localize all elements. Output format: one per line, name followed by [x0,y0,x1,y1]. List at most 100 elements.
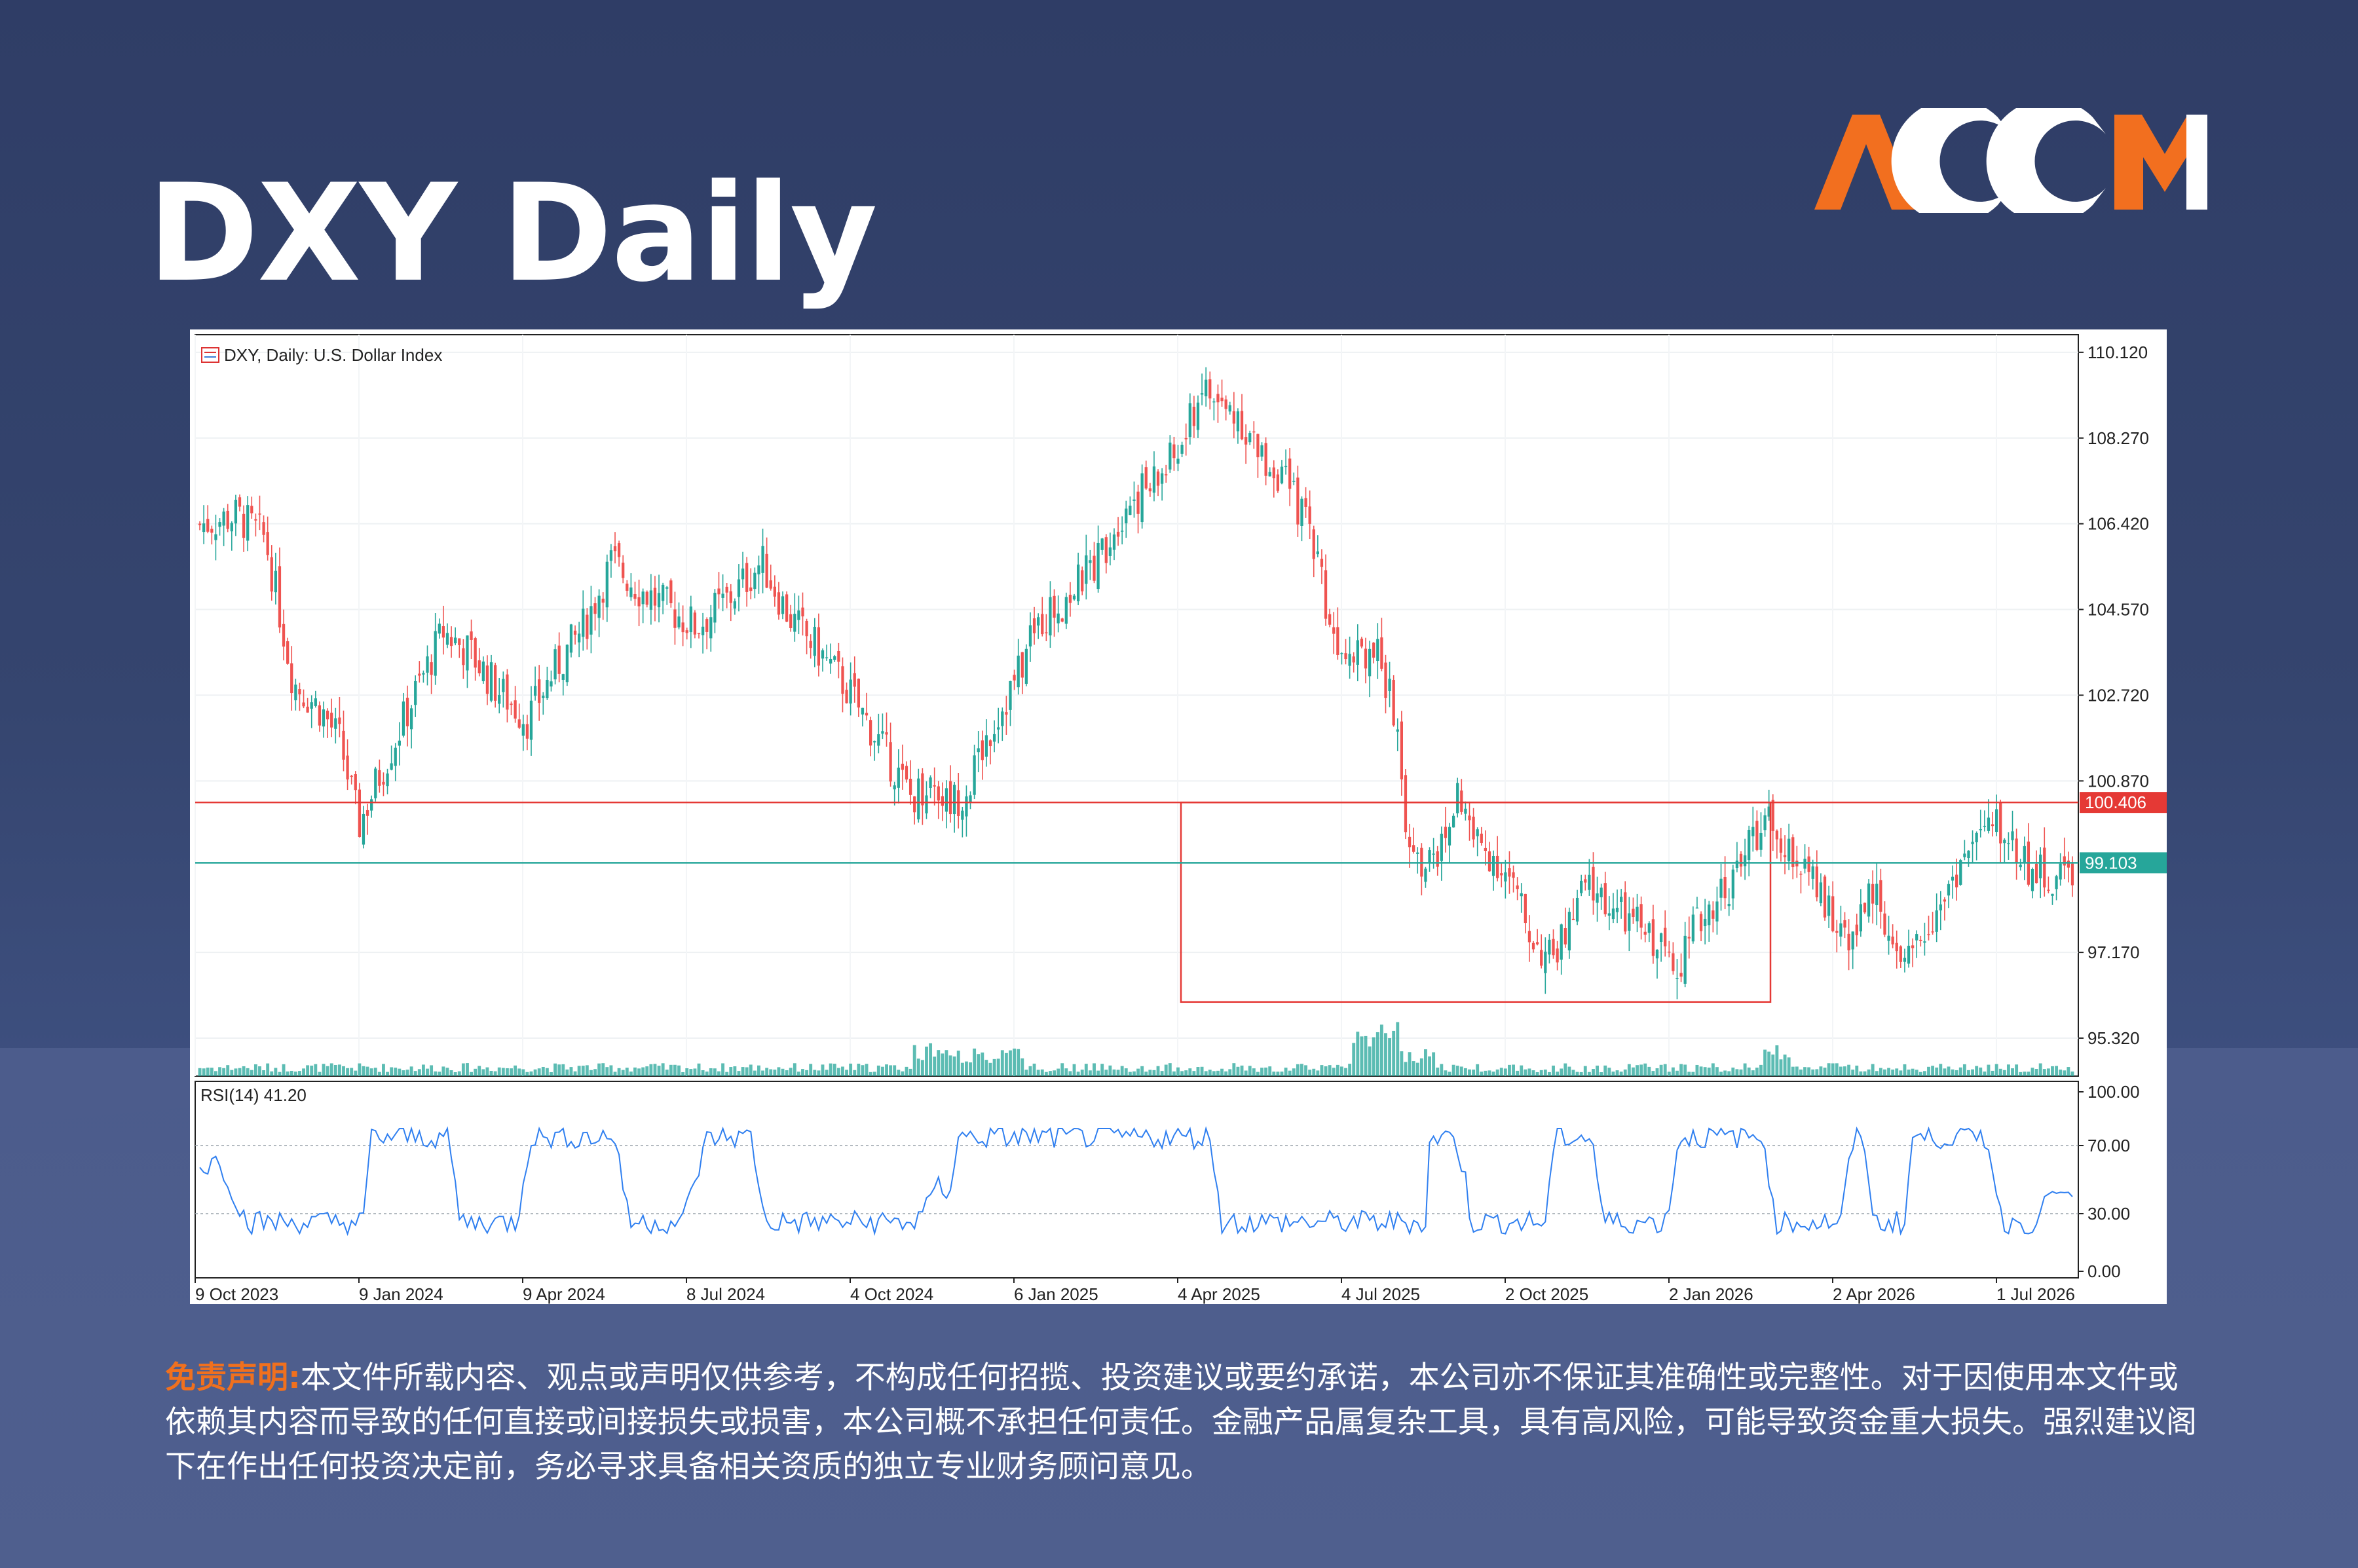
volume-bar [1987,1064,1991,1076]
candle-body [1735,860,1739,868]
volume-bar [461,1063,465,1076]
candle-body [1017,656,1020,688]
volume-bar [298,1071,301,1076]
candle-body [1588,874,1591,890]
volume-bar [992,1058,996,1076]
volume-bar [525,1072,529,1076]
volume-bar [1376,1032,1379,1076]
volume-bar [1108,1065,1112,1076]
candle-body [948,781,952,815]
candle-body [306,706,309,713]
volume-bar [206,1068,210,1076]
candle-body [1955,874,1958,887]
candle-body [1300,498,1303,526]
volume-bar [1759,1064,1763,1076]
volume-bar [234,1068,238,1076]
candle-body [358,789,362,838]
price-tick-label: 100.870 [2087,771,2149,791]
candle-body [785,594,789,622]
candle-body [893,785,896,790]
candle-body [2051,893,2054,896]
candle-body [1272,467,1275,479]
candle-body [1895,943,1898,952]
volume-bar [721,1063,725,1076]
candle-body [733,601,737,609]
candle-body [908,778,912,795]
candle-body [1476,829,1479,836]
time-tick-label: 1 Jul 2026 [1996,1284,2075,1304]
volume-bar [1679,1064,1683,1076]
volume-bar [1280,1072,1284,1076]
candle-body [318,705,322,726]
candle-body [1775,831,1779,840]
candle-body [1875,884,1879,906]
candle-body [797,610,800,620]
volume-bar [1100,1064,1104,1076]
candle-body [1531,943,1535,950]
candle-body [1779,838,1783,853]
volume-bar [1017,1049,1020,1076]
volume-bar [1763,1049,1767,1076]
resistance-tag [2080,792,2167,813]
volume-bar [1368,1046,1372,1076]
volume-bar [1240,1065,1244,1076]
candle-body [2003,840,2006,844]
volume-bar [757,1065,760,1076]
volume-bar [470,1072,473,1076]
candle-body [2019,865,2022,868]
candle-body [1704,918,1707,927]
volume-bar [1819,1066,1823,1076]
volume-bar [1895,1068,1899,1076]
volume-bar [1096,1070,1100,1076]
candle-body [1408,836,1412,848]
candle-body [1771,800,1774,831]
candle-body [593,603,597,614]
candle-body [1691,914,1694,942]
candle-body [2067,860,2070,868]
volume-bar [1057,1068,1060,1076]
volume-bar [1855,1065,1859,1076]
volume-bar [1172,1071,1176,1076]
candle-body [753,572,757,589]
candle-body [346,755,349,780]
volume-bar [809,1064,813,1076]
volume-bar [1967,1070,1970,1076]
volume-bar [413,1071,417,1076]
volume-bars [198,1022,2074,1076]
candle-body [1619,897,1623,903]
candle-body [1668,951,1671,953]
candle-body [1867,883,1871,917]
volume-bar [386,1072,389,1076]
volume-bar [1715,1067,1719,1076]
candle-body [1129,506,1132,515]
volume-bar [1943,1068,1947,1076]
candle-body [1228,405,1231,412]
candle-body [1480,833,1483,844]
candle-body [374,768,377,798]
candle-body [1615,907,1619,912]
volume-bar [973,1048,977,1076]
candle-body [1256,434,1260,458]
volume-bar [745,1067,749,1076]
volume-bar [1803,1067,1806,1076]
volume-bar [1739,1069,1743,1076]
candle-body [1643,931,1647,935]
candle-body [1388,679,1391,691]
volume-bar [617,1068,621,1076]
volume-bar [350,1068,354,1076]
volume-bar [1152,1070,1156,1076]
candle-body [805,620,808,637]
volume-bar [1120,1066,1124,1076]
volume-bar [956,1051,960,1076]
candle-body [1751,827,1755,836]
volume-bar [2002,1070,2006,1076]
volume-bar [1939,1064,1943,1076]
candle-body [290,663,293,694]
candle-body [1020,652,1024,678]
candle-body [1883,913,1886,935]
volume-bar [1192,1071,1196,1076]
volume-bar [557,1064,561,1076]
volume-bar [1879,1068,1882,1076]
disclaimer-label: 免责声明: [165,1360,301,1396]
volume-bar [665,1070,669,1076]
